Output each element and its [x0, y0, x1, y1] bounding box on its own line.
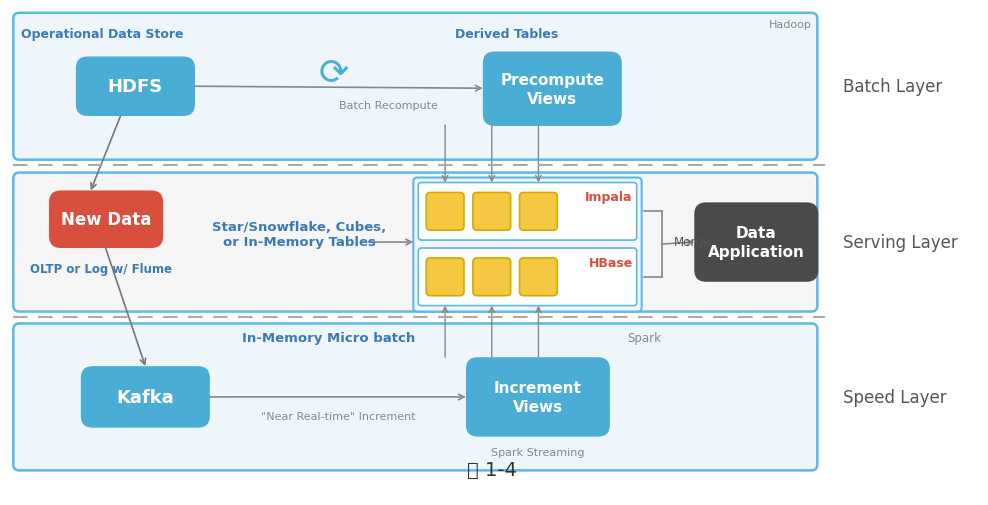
- Text: Impala: Impala: [585, 191, 632, 204]
- FancyBboxPatch shape: [426, 259, 464, 296]
- Text: Speed Layer: Speed Layer: [843, 388, 947, 406]
- Text: Batch Recompute: Batch Recompute: [339, 101, 438, 111]
- FancyBboxPatch shape: [13, 14, 817, 161]
- Text: Derived Tables: Derived Tables: [455, 28, 558, 40]
- Text: In-Memory Micro batch: In-Memory Micro batch: [242, 332, 416, 345]
- FancyBboxPatch shape: [695, 203, 818, 282]
- Text: ⟳: ⟳: [319, 56, 349, 90]
- FancyBboxPatch shape: [13, 173, 817, 312]
- FancyBboxPatch shape: [81, 367, 209, 428]
- FancyBboxPatch shape: [76, 58, 195, 117]
- FancyBboxPatch shape: [418, 248, 636, 306]
- Text: Spark: Spark: [626, 332, 661, 345]
- Text: Increment
Views: Increment Views: [494, 380, 582, 414]
- Text: New Data: New Data: [61, 211, 151, 229]
- Text: HBase: HBase: [589, 257, 632, 270]
- Text: Data
Application: Data Application: [707, 226, 805, 260]
- FancyBboxPatch shape: [483, 53, 621, 127]
- Text: Merge: Merge: [674, 235, 710, 248]
- FancyBboxPatch shape: [426, 193, 464, 231]
- FancyBboxPatch shape: [473, 259, 511, 296]
- FancyBboxPatch shape: [413, 178, 641, 312]
- Text: Precompute
Views: Precompute Views: [501, 73, 605, 106]
- Text: "Near Real-time" Increment: "Near Real-time" Increment: [261, 411, 415, 421]
- Text: Operational Data Store: Operational Data Store: [21, 28, 184, 40]
- FancyBboxPatch shape: [466, 358, 610, 437]
- FancyBboxPatch shape: [520, 259, 557, 296]
- Text: OLTP or Log w/ Flume: OLTP or Log w/ Flume: [30, 263, 172, 275]
- FancyBboxPatch shape: [473, 193, 511, 231]
- Text: Kafka: Kafka: [117, 388, 174, 406]
- FancyBboxPatch shape: [418, 183, 636, 240]
- Text: 图 1-4: 图 1-4: [466, 460, 517, 479]
- Text: HDFS: HDFS: [108, 78, 163, 96]
- Text: Star/Snowflake, Cubes,
or In-Memory Tables: Star/Snowflake, Cubes, or In-Memory Tabl…: [212, 221, 386, 248]
- FancyBboxPatch shape: [13, 324, 817, 471]
- FancyBboxPatch shape: [520, 193, 557, 231]
- Text: Serving Layer: Serving Layer: [843, 234, 958, 251]
- Text: Hadoop: Hadoop: [769, 20, 811, 30]
- FancyBboxPatch shape: [49, 191, 163, 248]
- Text: Spark Streaming: Spark Streaming: [491, 447, 584, 457]
- Text: Batch Layer: Batch Layer: [843, 78, 943, 96]
